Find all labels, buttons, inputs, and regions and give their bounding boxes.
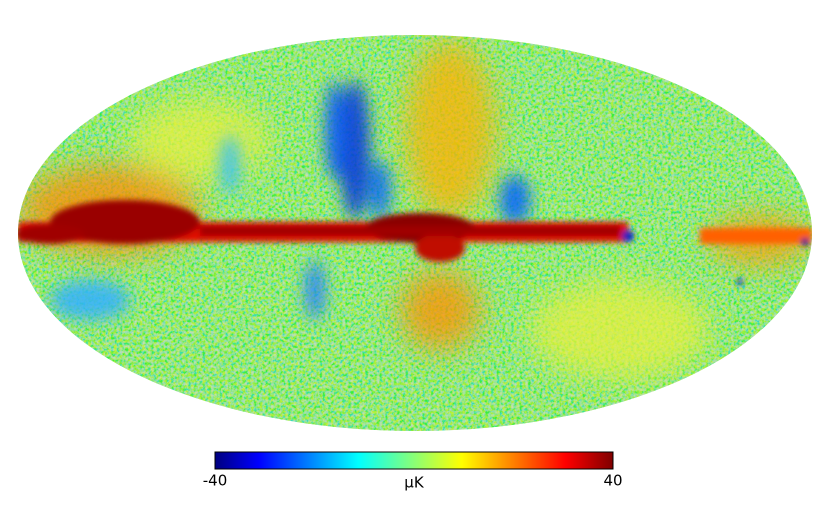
mollweide-map xyxy=(18,35,812,431)
colorbar-max-label: 40 xyxy=(603,472,622,490)
colorbar-min-label: -40 xyxy=(203,472,228,490)
colorbar xyxy=(214,451,614,470)
colorbar-unit-label: μK xyxy=(404,474,425,492)
